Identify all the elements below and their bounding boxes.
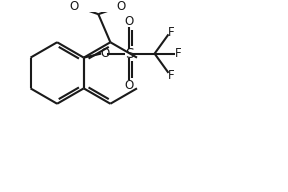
Text: O: O: [100, 47, 109, 60]
Text: O: O: [70, 0, 79, 13]
Text: F: F: [175, 47, 181, 60]
Text: O: O: [125, 79, 134, 92]
Text: F: F: [168, 69, 175, 81]
Text: F: F: [168, 26, 175, 39]
Text: O: O: [125, 15, 134, 28]
Text: S: S: [125, 47, 134, 61]
Text: O: O: [116, 0, 125, 13]
